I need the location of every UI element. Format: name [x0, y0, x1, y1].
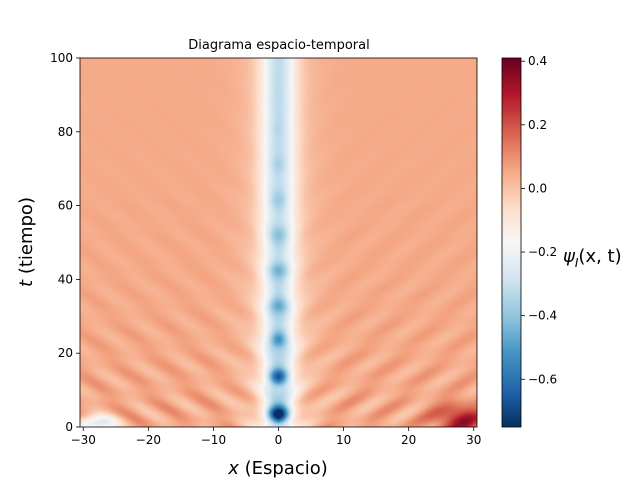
colorbar-frame [501, 57, 522, 428]
x-tick-label: 30 [466, 433, 481, 447]
y-tick-label: 40 [58, 272, 73, 286]
y-axis-text: (tiempo) [16, 197, 37, 280]
y-tick-label: 60 [58, 199, 73, 213]
colorbar-label-args: (x, t) [578, 246, 621, 267]
x-tick-label: −10 [201, 433, 226, 447]
x-tick-label: −20 [136, 433, 161, 447]
y-axis-label: t (tiempo) [16, 197, 37, 287]
colorbar-tick-label: −0.6 [528, 372, 557, 386]
colorbar-tick-label: −0.2 [528, 245, 557, 259]
x-tick-label: −30 [71, 433, 96, 447]
x-axis-text: (Espacio) [239, 458, 328, 479]
x-tick-label: 0 [275, 433, 283, 447]
x-axis-label: x (Espacio) [227, 458, 328, 479]
x-axis-ticks: −30 −20 −10 0 10 20 30 [71, 427, 481, 447]
colorbar-label: ψI(x, t) [563, 246, 622, 270]
colorbar-ticks: −0.6 −0.4 −0.2 0.0 0.2 0.4 [521, 54, 557, 386]
chart-title: Diagrama espacio-temporal [188, 38, 369, 53]
colorbar-label-main: ψ [563, 246, 576, 267]
colorbar-tick-label: 0.4 [528, 54, 547, 68]
y-tick-label: 0 [65, 420, 73, 434]
y-tick-label: 20 [58, 346, 73, 360]
y-tick-label: 80 [58, 125, 73, 139]
plot-area [79, 57, 478, 428]
heatmap-canvas [80, 58, 477, 427]
y-tick-label: 100 [50, 51, 73, 65]
x-tick-label: 10 [336, 433, 351, 447]
colorbar-gradient [502, 58, 521, 427]
colorbar: −0.6 −0.4 −0.2 0.0 0.2 0.4 [501, 54, 557, 428]
colorbar-tick-label: 0.2 [528, 118, 547, 132]
y-axis-ticks: 0 20 40 60 80 100 [50, 51, 80, 434]
y-axis-symbol: t [16, 279, 37, 287]
x-axis-symbol: x [227, 458, 239, 479]
colorbar-label-sub: I [575, 256, 579, 270]
x-tick-label: 20 [401, 433, 416, 447]
colorbar-tick-label: 0.0 [528, 181, 547, 195]
colorbar-tick-label: −0.4 [528, 309, 557, 323]
